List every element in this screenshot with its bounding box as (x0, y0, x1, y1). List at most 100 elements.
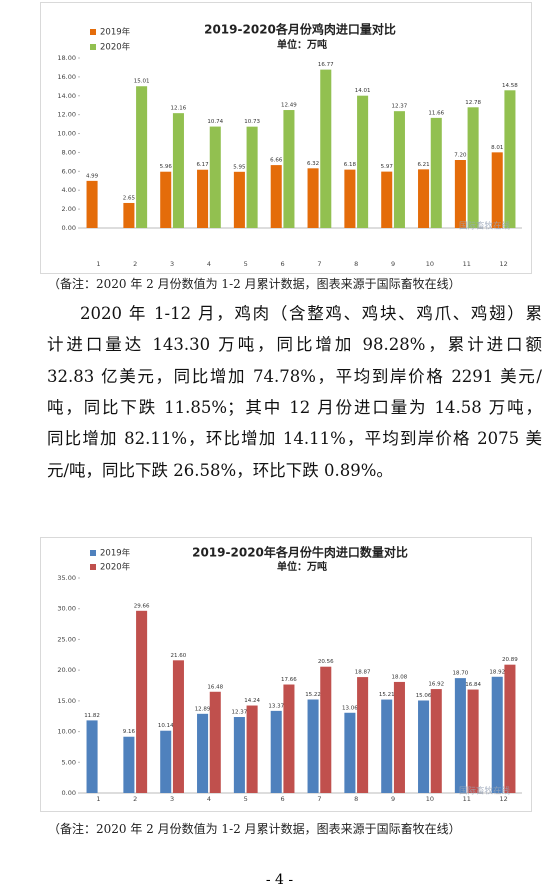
legend-swatch (90, 44, 96, 50)
value-label: 6.17 (196, 162, 209, 168)
bar (454, 160, 466, 228)
y-tick-label: 20.00 (57, 666, 76, 674)
legend-label: 2019年 (100, 27, 131, 38)
x-tick-label: 2 (133, 795, 137, 803)
chart-title: 2019-2020年各月份牛肉进口数量对比 (192, 545, 408, 560)
bar (418, 169, 430, 228)
bar (357, 677, 369, 793)
chart-title: 2019-2020各月份鸡肉进口量对比 (204, 22, 396, 37)
x-tick-label: 4 (207, 795, 211, 803)
value-label: 14.01 (355, 88, 371, 94)
y-tick-label: 10.00 (57, 130, 76, 138)
value-label: 12.49 (281, 103, 297, 109)
legend-swatch (90, 29, 96, 35)
value-label: 10.14 (158, 723, 174, 729)
bar (209, 691, 221, 793)
value-label: 12.16 (171, 106, 187, 112)
y-tick-label: 6.00 (62, 167, 76, 175)
x-tick-label: 12 (499, 260, 507, 268)
bar (467, 689, 479, 793)
value-label: 10.73 (244, 119, 260, 125)
legend-label: 2020年 (100, 42, 131, 53)
bar (136, 610, 148, 793)
x-tick-label: 10 (426, 795, 434, 803)
x-tick-label: 1 (96, 795, 100, 803)
paragraph-line: 元/吨，同比下跌 26.58%，环比下跌 0.89%。 (47, 460, 393, 480)
legend-swatch (90, 564, 96, 570)
x-tick-label: 10 (426, 260, 434, 268)
bar (344, 169, 356, 228)
value-label: 20.89 (502, 657, 518, 663)
bar (246, 126, 258, 228)
bar (283, 684, 295, 793)
bar (233, 171, 245, 228)
bar (197, 169, 209, 228)
x-tick-label: 3 (170, 795, 174, 803)
y-tick-label: 8.00 (62, 148, 76, 156)
y-tick-label: 0.00 (62, 789, 76, 797)
bar (393, 681, 405, 793)
caption: （备注：2020 年 2 月份数值为 1-2 月累计数据，图表来源于国际畜牧在线… (48, 822, 461, 836)
value-label: 16.92 (428, 682, 444, 688)
value-label: 16.77 (318, 62, 334, 68)
value-label: 13.06 (342, 705, 358, 711)
legend-label: 2019年 (100, 548, 131, 559)
paragraph-line: 同比增加 82.11%，环比增加 14.11%，平均到岸价格 2075 美 (47, 429, 542, 449)
x-tick-label: 9 (391, 260, 395, 268)
bar (491, 676, 503, 793)
value-label: 15.22 (305, 692, 321, 698)
value-label: 15.01 (134, 79, 150, 85)
x-tick-label: 12 (499, 795, 507, 803)
chart-frame (40, 2, 532, 274)
chart-subtitle: 单位：万吨 (277, 38, 327, 51)
y-tick-label: 2.00 (62, 205, 76, 213)
bar (504, 90, 516, 228)
bar (172, 113, 184, 228)
bar (454, 678, 466, 793)
bar (430, 689, 442, 793)
y-tick-label: 10.00 (57, 728, 76, 736)
x-tick-label: 5 (244, 260, 248, 268)
chart-subtitle: 单位：万吨 (277, 560, 327, 573)
value-label: 20.56 (318, 659, 334, 665)
x-tick-label: 1 (96, 260, 100, 268)
value-label: 9.16 (123, 729, 136, 735)
y-tick-label: 15.00 (57, 697, 76, 705)
bar (172, 660, 184, 793)
bar (246, 705, 258, 793)
bar (123, 736, 135, 793)
bar (491, 152, 503, 228)
value-label: 15.06 (416, 693, 432, 699)
y-tick-label: 30.00 (57, 605, 76, 613)
bar (283, 110, 295, 228)
value-label: 5.96 (160, 164, 173, 170)
y-tick-label: 25.00 (57, 635, 76, 643)
bar (381, 699, 393, 793)
x-tick-label: 4 (207, 260, 211, 268)
value-label: 21.60 (171, 653, 187, 659)
bar (209, 126, 221, 228)
value-label: 2.65 (123, 195, 136, 201)
y-tick-label: 12.00 (57, 111, 76, 119)
value-label: 18.70 (453, 671, 469, 677)
bar (307, 699, 319, 793)
value-label: 6.32 (307, 161, 319, 167)
bar (270, 710, 282, 793)
y-tick-label: 14.00 (57, 92, 76, 100)
bar (467, 107, 479, 228)
bar (344, 712, 356, 793)
bar (270, 165, 282, 228)
value-label: 4.99 (86, 173, 99, 179)
y-tick-label: 4.00 (62, 186, 76, 194)
paragraph-line: 计进口量达 143.30 万吨，同比增加 98.28%，累计进口额 (47, 335, 542, 355)
bar (320, 666, 332, 793)
value-label: 11.82 (84, 713, 100, 719)
x-tick-label: 5 (244, 795, 248, 803)
value-label: 14.24 (244, 698, 260, 704)
legend-swatch (90, 550, 96, 556)
value-label: 18.87 (355, 670, 371, 676)
y-tick-label: 18.00 (57, 54, 76, 62)
x-tick-label: 8 (354, 260, 358, 268)
